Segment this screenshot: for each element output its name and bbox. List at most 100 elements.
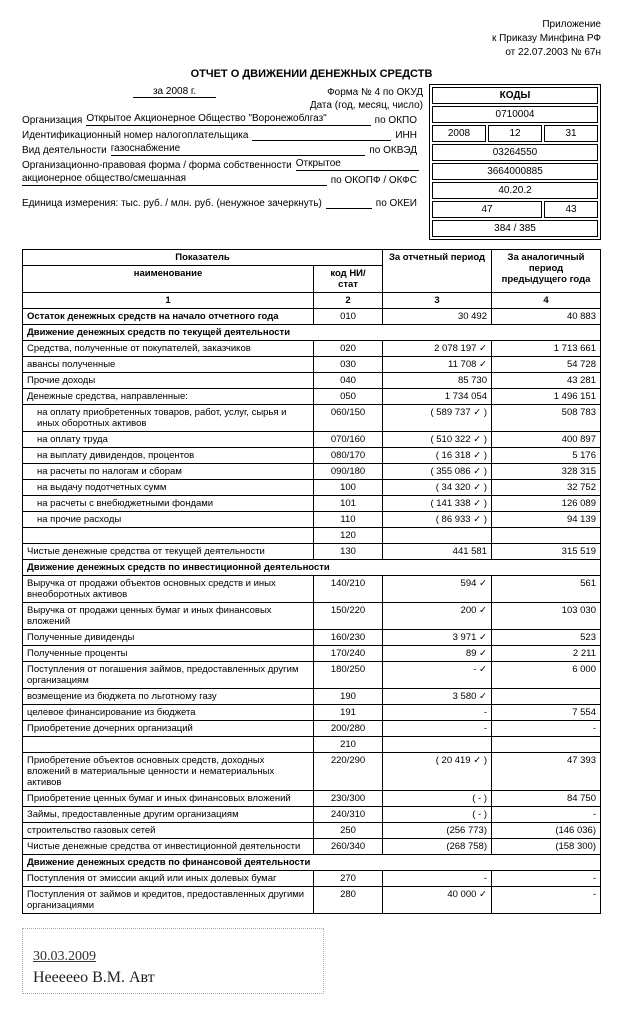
col-current: За отчетный период [383,250,492,293]
row-prev: (158 300) [492,839,601,855]
row-current: 3 580 ✓ [383,689,492,705]
header-appendix: Приложение к Приказу Минфина РФ от 22.07… [22,18,601,60]
row-current: ( 510 322 ✓ ) [383,432,492,448]
row-current: - [383,721,492,737]
table-row: Остаток денежных средств на начало отчет… [23,309,601,325]
row-current: ( - ) [383,807,492,823]
inn-label: ИНН [395,130,417,141]
row-name: Денежные средства, направленные: [23,389,314,405]
col-n3: 3 [383,293,492,309]
row-prev: 400 897 [492,432,601,448]
table-row: Средства, полученные от покупателей, зак… [23,341,601,357]
row-name: Чистые денежные средства от инвестиционн… [23,839,314,855]
org-label: Организация [22,115,82,126]
row-current [383,528,492,544]
row-code: 150/220 [314,603,383,630]
row-code: 200/280 [314,721,383,737]
row-prev: - [492,807,601,823]
row-code: 090/180 [314,464,383,480]
row-prev: 6 000 [492,662,601,689]
row-code: 280 [314,887,383,914]
row-code: 050 [314,389,383,405]
table-row: Чистые денежные средства от текущей деят… [23,544,601,560]
row-code: 100 [314,480,383,496]
row-current: 441 581 [383,544,492,560]
row-code: 230/300 [314,791,383,807]
row-prev: 1 713 661 [492,341,601,357]
row-name: целевое финансирование из бюджета [23,705,314,721]
table-row: Движение денежных средств по текущей дея… [23,325,601,341]
code-okved: 40.20.2 [432,182,598,199]
row-current: - [383,705,492,721]
row-name: Чистые денежные средства от текущей деят… [23,544,314,560]
signature-date: 30.03.2009 [33,949,313,965]
row-code: 190 [314,689,383,705]
order-date-line: от 22.07.2003 № 67н [22,46,601,60]
row-prev: 315 519 [492,544,601,560]
row-name: авансы полученные [23,357,314,373]
table-row: Выручка от продажи ценных бумаг и иных ф… [23,603,601,630]
row-name: Приобретение объектов основных средств, … [23,753,314,791]
okopf-label: по ОКОПФ / ОКФС [331,175,417,186]
col-name: наименование [23,266,314,293]
row-current: ( 16 318 ✓ ) [383,448,492,464]
row-prev [492,737,601,753]
table-row: Поступления от погашения займов, предост… [23,662,601,689]
row-current: 200 ✓ [383,603,492,630]
row-code: 080/170 [314,448,383,464]
col-n1: 1 [23,293,314,309]
table-row: на расчеты по налогам и сборам090/180( 3… [23,464,601,480]
row-prev [492,528,601,544]
row-name: Выручка от продажи объектов основных сре… [23,576,314,603]
form-label: Организационно-правовая форма / форма со… [22,160,292,171]
row-current: ( 34 320 ✓ ) [383,480,492,496]
row-code: 220/290 [314,753,383,791]
row-name: на оплату приобретенных товаров, работ, … [23,405,314,432]
row-prev: 5 176 [492,448,601,464]
inn-row-label: Идентификационный номер налогоплательщик… [22,130,248,141]
code-date-d: 31 [544,125,598,142]
row-current: ( 141 338 ✓ ) [383,496,492,512]
row-prev: 126 089 [492,496,601,512]
table-row: на расчеты с внебюджетными фондами101( 1… [23,496,601,512]
row-prev: 1 496 151 [492,389,601,405]
col-code: код НИ/ стат [314,266,383,293]
table-row: Приобретение ценных бумаг и иных финансо… [23,791,601,807]
signature-sign: Нееееео В.М. Aвт [33,969,313,987]
code-okopf: 47 [432,201,542,218]
table-row: Поступления от займов и кредитов, предос… [23,887,601,914]
table-row: на оплату приобретенных товаров, работ, … [23,405,601,432]
appendix-line: Приложение [22,18,601,32]
table-row: Приобретение дочерних организаций200/280… [23,721,601,737]
row-code: 020 [314,341,383,357]
col-n4: 4 [492,293,601,309]
table-row: Денежные средства, направленные:0501 734… [23,389,601,405]
table-row: Прочие доходы04085 73043 281 [23,373,601,389]
row-name [23,528,314,544]
row-code: 191 [314,705,383,721]
row-code: 130 [314,544,383,560]
order-line: к Приказу Минфина РФ [22,32,601,46]
row-prev: 561 [492,576,601,603]
row-code: 260/340 [314,839,383,855]
row-code: 250 [314,823,383,839]
code-okpo: 03264550 [432,144,598,161]
section-header: Движение денежных средств по финансовой … [23,855,601,871]
date-label: Дата (год, месяц, число) [310,100,423,111]
row-prev: - [492,721,601,737]
row-name: на оплату труда [23,432,314,448]
table-row: Движение денежных средств по инвестицион… [23,560,601,576]
row-prev: 523 [492,630,601,646]
row-prev: 328 315 [492,464,601,480]
row-current: 40 000 ✓ [383,887,492,914]
document-title: ОТЧЕТ О ДВИЖЕНИИ ДЕНЕЖНЫХ СРЕДСТВ [22,68,601,80]
row-code: 140/210 [314,576,383,603]
table-row: 210 [23,737,601,753]
row-name: Займы, предоставленные другим организаци… [23,807,314,823]
row-prev: 2 211 [492,646,601,662]
row-code: 180/250 [314,662,383,689]
row-name: Приобретение дочерних организаций [23,721,314,737]
row-name [23,737,314,753]
code-date-m: 12 [488,125,542,142]
row-name: на выдачу подотчетных сумм [23,480,314,496]
